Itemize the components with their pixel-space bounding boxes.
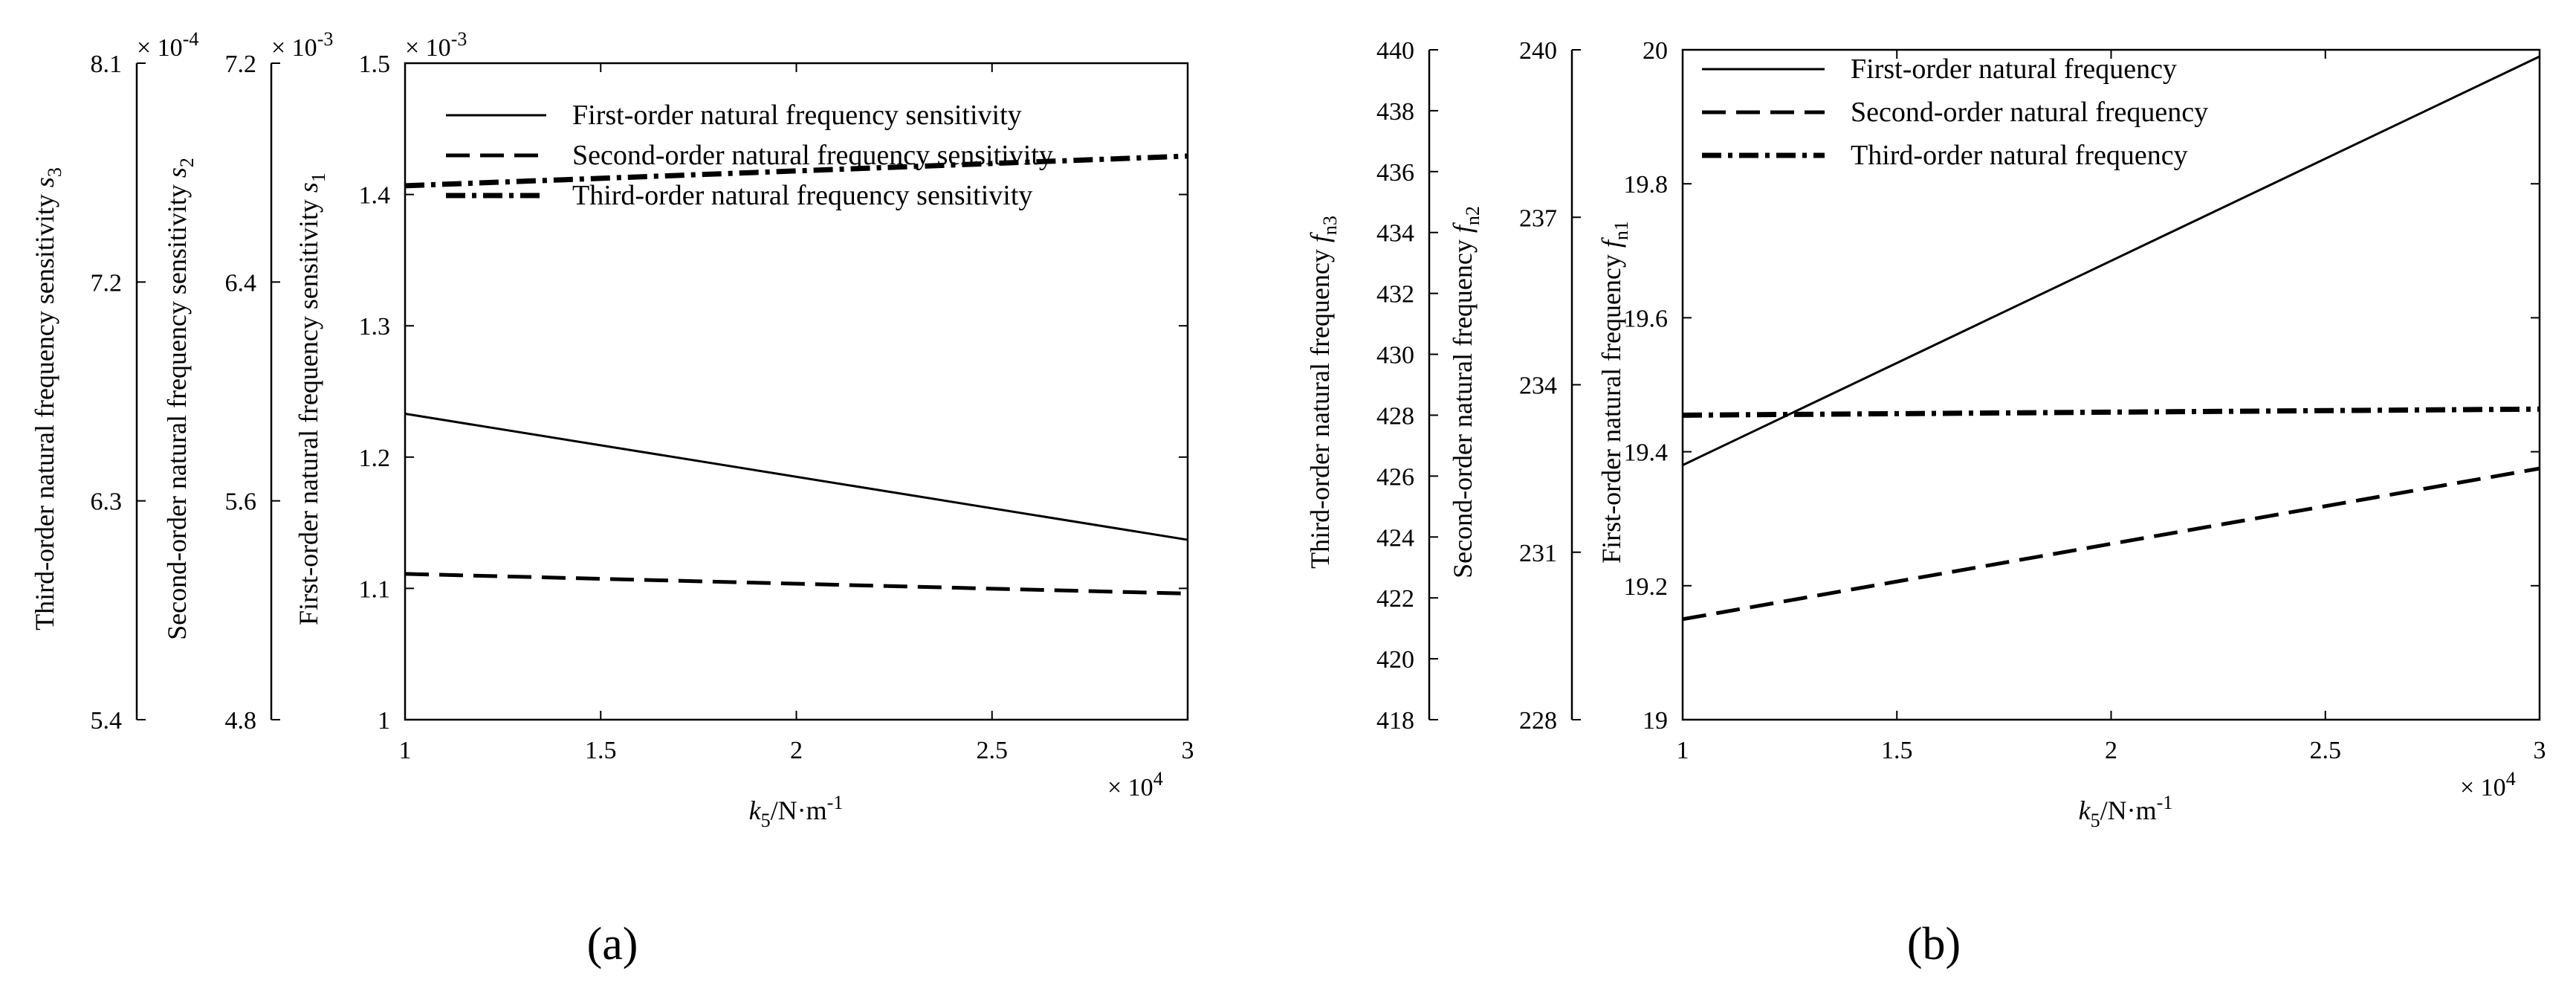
x-axis-title: k5/N·m-1 [749, 792, 844, 831]
y-tick-label: 4.8 [225, 707, 257, 735]
x-tick-label: 3 [2534, 737, 2546, 764]
y-tick-label: 422 [1376, 585, 1414, 613]
y-tick-label: 1.1 [359, 575, 391, 603]
chart-panel-a: 1 1.5 2 2.5 3 × 104 k5/N·m-1 1 1.1 1.2 1.3 1.4 1.5 × … [30, 28, 1194, 969]
y-tick-label: 432 [1376, 281, 1414, 309]
legend: First-order natural frequency Second-orde… [1702, 54, 2208, 171]
y-axis-title: Second-order natural frequency fn2 [1448, 206, 1483, 578]
y-tick-label: 1 [378, 707, 390, 735]
y-axis-title: Second-order natural frequency sensitivi… [162, 158, 198, 640]
chart-panel-b: 1 1.5 2 2.5 3 × 104 k5/N·m-1 19 19.2 19.4 19.6 19.8… [1305, 37, 2546, 969]
y-tick-label: 1.5 [359, 51, 391, 78]
y-tick-label: 6.4 [225, 269, 257, 297]
y-tick-label: 237 [1519, 204, 1557, 232]
y-exponent-label: × 10-3 [271, 28, 333, 62]
series-line-2 [404, 572, 1188, 596]
y-tick-label: 231 [1519, 540, 1557, 567]
x-tick-label: 1 [399, 737, 412, 764]
y-tick-label: 19.2 [1624, 573, 1669, 601]
x-tick-label: 2.5 [977, 737, 1009, 764]
y-tick-label: 19.4 [1624, 439, 1669, 467]
y-axis-fn2: 228 231 234 237 240 Second-order natural freq… [1448, 37, 1581, 735]
y-tick-label: 19 [1643, 707, 1668, 735]
y-exponent-label: × 10-3 [405, 28, 467, 62]
y-tick-label: 1.4 [359, 182, 391, 210]
y-axis-title: First-order natural frequency fn1 [1596, 221, 1632, 564]
series-line-3 [404, 153, 1188, 189]
x-axis-title: k5/N·m-1 [2079, 792, 2173, 831]
series-line-1 [1682, 55, 2540, 466]
panel-label: (b) [1907, 919, 1961, 969]
x-tick-label: 3 [1182, 737, 1194, 764]
y-tick-label: 1.2 [359, 445, 391, 472]
legend-entry-3: Third-order natural frequency sensitivit… [572, 180, 1032, 211]
panel-label: (a) [587, 919, 638, 969]
y-tick-label: 436 [1376, 159, 1414, 187]
y-axis-fn3: 418 420 422 424 426 428 430 432 434 436 438 440 Thir… [1305, 37, 1438, 735]
y-axis-fn1: 19 19.2 19.4 19.6 19.8 20 First-order natural … [1596, 37, 2540, 735]
y-tick-label: 228 [1519, 707, 1557, 735]
y-axis-title: Third-order natural frequency fn3 [1305, 216, 1341, 569]
x-tick-label: 2 [2105, 737, 2117, 764]
y-tick-label: 428 [1376, 402, 1414, 430]
y-tick-label: 234 [1519, 372, 1557, 400]
y-tick-label: 440 [1376, 37, 1414, 65]
legend-entry-1: First-order natural frequency sensitivit… [572, 100, 1022, 131]
series-line-3 [1682, 406, 2540, 418]
y-tick-label: 438 [1376, 98, 1414, 126]
y-tick-label: 430 [1376, 342, 1414, 370]
x-tick-label: 2 [790, 737, 803, 764]
legend-entry-2: Second-order natural frequency sensitivi… [572, 140, 1053, 171]
legend-entry-2: Second-order natural frequency [1851, 97, 2208, 128]
y-axis-title: First-order natural frequency sensitivit… [294, 172, 329, 625]
y-axis-s3: 5.4 6.3 7.2 8.1 × 10-4 Third-order natural fr… [30, 28, 198, 735]
y-tick-label: 434 [1376, 220, 1414, 248]
y-tick-label: 6.3 [91, 488, 123, 516]
y-tick-label: 240 [1519, 37, 1557, 65]
x-tick-label: 1.5 [1881, 737, 1913, 764]
y-axis-s2: 4.8 5.6 6.4 7.2 × 10-3 Second-order natural f… [162, 28, 333, 735]
series-line-1 [404, 413, 1188, 541]
x-exponent-label: × 104 [1107, 768, 1163, 801]
y-tick-label: 5.4 [91, 707, 123, 735]
y-tick-label: 1.3 [359, 313, 391, 341]
series-line-2 [1682, 466, 2540, 622]
y-tick-label: 7.2 [91, 269, 123, 297]
x-exponent-label: × 104 [2460, 768, 2516, 801]
y-tick-label: 8.1 [91, 51, 123, 78]
y-tick-label: 19.6 [1624, 305, 1669, 332]
y-tick-label: 20 [1643, 37, 1668, 65]
y-tick-label: 7.2 [225, 51, 257, 78]
y-axis-s1: 1 1.1 1.2 1.3 1.4 1.5 × 10-3 First-order natura… [294, 28, 1188, 735]
y-tick-label: 420 [1376, 646, 1414, 674]
x-tick-label: 1 [1677, 737, 1689, 764]
y-tick-label: 426 [1376, 463, 1414, 491]
legend: First-order natural frequency sensitivit… [446, 100, 1053, 211]
y-exponent-label: × 10-4 [137, 28, 198, 62]
x-tick-label: 2.5 [2310, 737, 2342, 764]
y-tick-label: 19.8 [1624, 171, 1669, 199]
y-tick-label: 418 [1376, 707, 1414, 735]
y-tick-label: 5.6 [225, 488, 257, 516]
legend-entry-1: First-order natural frequency [1851, 54, 2177, 85]
legend-entry-3: Third-order natural frequency [1851, 140, 2188, 171]
y-axis-title: Third-order natural frequency sensitivit… [30, 167, 65, 630]
x-tick-label: 1.5 [585, 737, 617, 764]
y-tick-label: 424 [1376, 524, 1414, 552]
